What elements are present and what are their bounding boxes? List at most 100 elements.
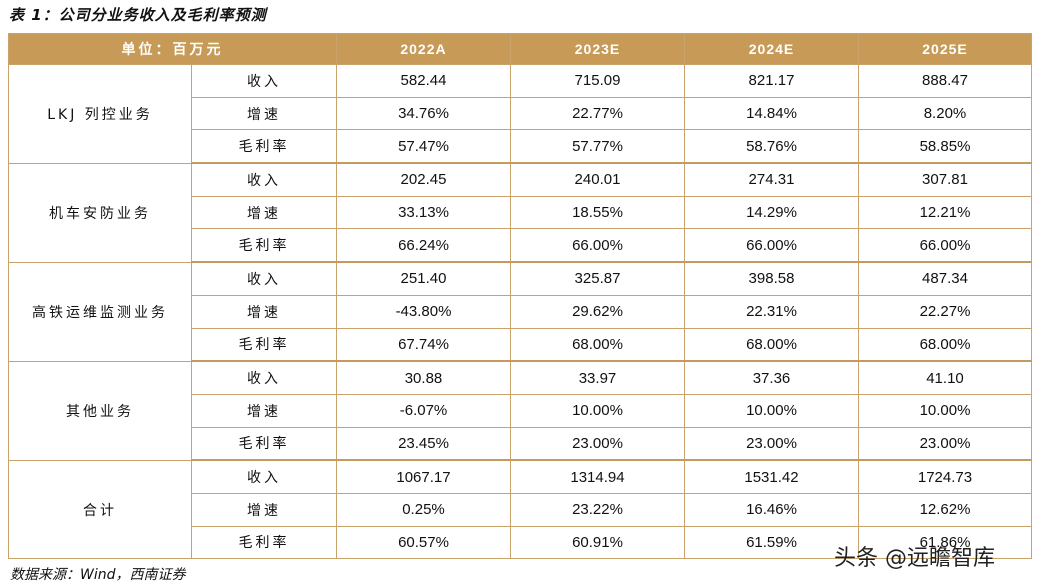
- table-row: 其他业务 收入 30.88 33.97 37.36 41.10: [8, 360, 1032, 461]
- value-cell: 61.59%: [684, 525, 859, 560]
- value-cell: 67.74%: [336, 327, 511, 363]
- value-cell: 821.17: [684, 64, 859, 98]
- value-cell: 1314.94: [510, 459, 685, 494]
- metric-label: 收入: [191, 64, 337, 98]
- table-row: 增速 34.76% 22.77% 14.84% 8.20%: [9, 96, 1032, 131]
- metric-label: 收入: [191, 261, 337, 296]
- value-cell: 66.00%: [510, 228, 685, 264]
- header-row: 单位：百万元 2022A 2023E 2024E 2025E: [8, 33, 1032, 65]
- value-cell: 16.46%: [684, 492, 859, 527]
- value-cell: 487.34: [858, 261, 1032, 296]
- unit-header: 单位：百万元: [8, 33, 337, 65]
- table-row: 毛利率 23.45% 23.00% 23.00% 23.00%: [9, 426, 1032, 462]
- metric-label: 毛利率: [191, 228, 337, 264]
- value-cell: 34.76%: [336, 96, 511, 131]
- forecast-table: 单位：百万元 2022A 2023E 2024E 2025E LKJ 列控业务收…: [8, 33, 1032, 560]
- value-cell: 66.00%: [858, 228, 1032, 264]
- value-cell: 202.45: [336, 162, 511, 197]
- value-cell: 1724.73: [858, 459, 1032, 494]
- value-cell: 14.29%: [684, 195, 859, 230]
- table-row: 毛利率 66.24% 66.00% 66.00% 66.00%: [9, 228, 1032, 264]
- value-cell: 12.21%: [858, 195, 1032, 230]
- value-cell: 398.58: [684, 261, 859, 296]
- value-cell: 12.62%: [858, 492, 1032, 527]
- table-body: LKJ 列控业务 收入 582.44 715.09 821.17 888.47 增速 34.7…: [8, 64, 1032, 560]
- segment-name: 其他业务: [8, 360, 192, 461]
- year-header: 2024E: [684, 33, 859, 65]
- metric-label: 毛利率: [191, 426, 337, 462]
- value-cell: 307.81: [858, 162, 1032, 197]
- value-cell: 888.47: [858, 64, 1032, 98]
- value-cell: 582.44: [336, 64, 511, 98]
- value-cell: 22.31%: [684, 294, 859, 329]
- metric-label: 收入: [191, 459, 337, 494]
- value-cell: 66.00%: [684, 228, 859, 264]
- source-note: 数据来源：Wind，西南证券: [10, 567, 186, 583]
- value-cell: 66.24%: [336, 228, 511, 264]
- value-cell: -6.07%: [336, 393, 511, 428]
- value-cell: 30.88: [336, 360, 511, 395]
- table-row: 毛利率 60.57% 60.91% 61.59% 61.86%: [9, 525, 1032, 560]
- value-cell: 61.86%: [858, 525, 1032, 560]
- segment-name: LKJ 列控业务: [8, 64, 192, 164]
- value-cell: 1067.17: [336, 459, 511, 494]
- table-row: 机车安防业务 收入 202.45 240.01 274.31 307.81: [8, 162, 1032, 263]
- segment-name: 高铁运维监测业务: [8, 261, 192, 362]
- value-cell: 68.00%: [858, 327, 1032, 363]
- table-row: 增速 -43.80% 29.62% 22.31% 22.27%: [9, 294, 1032, 329]
- metric-label: 毛利率: [191, 525, 337, 560]
- table-row: 增速 0.25% 23.22% 16.46% 12.62%: [9, 492, 1032, 527]
- value-cell: 14.84%: [684, 96, 859, 131]
- value-cell: 37.36: [684, 360, 859, 395]
- value-cell: 8.20%: [858, 96, 1032, 131]
- value-cell: 58.76%: [684, 129, 859, 165]
- segment-name: 机车安防业务: [8, 162, 192, 263]
- metric-label: 毛利率: [191, 327, 337, 363]
- value-cell: 22.27%: [858, 294, 1032, 329]
- value-cell: 33.97: [510, 360, 685, 395]
- metric-label: 收入: [191, 360, 337, 395]
- segment-name: 合计: [8, 459, 192, 560]
- value-cell: 22.77%: [510, 96, 685, 131]
- metric-label: 增速: [191, 294, 337, 329]
- table-row: LKJ 列控业务 收入 582.44 715.09 821.17 888.47: [8, 64, 1032, 164]
- value-cell: 251.40: [336, 261, 511, 296]
- value-cell: 274.31: [684, 162, 859, 197]
- metric-label: 收入: [191, 162, 337, 197]
- value-cell: 58.85%: [858, 129, 1032, 165]
- table-title: 表 1：公司分业务收入及毛利率预测: [9, 6, 267, 24]
- value-cell: 60.91%: [510, 525, 685, 560]
- value-cell: 23.00%: [858, 426, 1032, 462]
- value-cell: 0.25%: [336, 492, 511, 527]
- value-cell: 10.00%: [858, 393, 1032, 428]
- value-cell: 33.13%: [336, 195, 511, 230]
- value-cell: 10.00%: [684, 393, 859, 428]
- value-cell: 23.00%: [684, 426, 859, 462]
- value-cell: 68.00%: [510, 327, 685, 363]
- value-cell: 60.57%: [336, 525, 511, 560]
- value-cell: 57.47%: [336, 129, 511, 165]
- value-cell: 41.10: [858, 360, 1032, 395]
- value-cell: 18.55%: [510, 195, 685, 230]
- year-header: 2025E: [858, 33, 1032, 65]
- value-cell: 29.62%: [510, 294, 685, 329]
- value-cell: 325.87: [510, 261, 685, 296]
- metric-label: 增速: [191, 195, 337, 230]
- metric-label: 增速: [191, 96, 337, 131]
- watermark: 头条 @远瞻智库: [834, 546, 995, 571]
- value-cell: 10.00%: [510, 393, 685, 428]
- table-row: 高铁运维监测业务 收入 251.40 325.87 398.58 487.34: [8, 261, 1032, 362]
- value-cell: -43.80%: [336, 294, 511, 329]
- table-row: 合计 收入 1067.17 1314.94 1531.42 1724.73: [8, 459, 1032, 560]
- value-cell: 23.22%: [510, 492, 685, 527]
- value-cell: 68.00%: [684, 327, 859, 363]
- metric-label: 毛利率: [191, 129, 337, 165]
- year-header: 2023E: [510, 33, 685, 65]
- value-cell: 23.00%: [510, 426, 685, 462]
- value-cell: 23.45%: [336, 426, 511, 462]
- value-cell: 57.77%: [510, 129, 685, 165]
- value-cell: 240.01: [510, 162, 685, 197]
- table-row: 毛利率 57.47% 57.77% 58.76% 58.85%: [9, 129, 1032, 165]
- metric-label: 增速: [191, 393, 337, 428]
- year-header: 2022A: [336, 33, 511, 65]
